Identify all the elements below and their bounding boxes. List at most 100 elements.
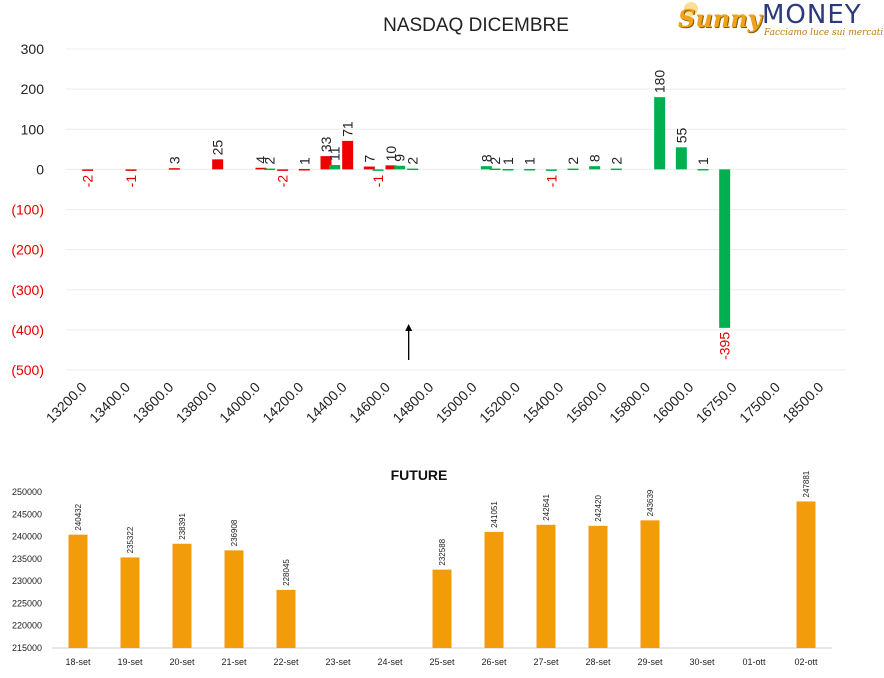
y-tick-label: 235000 bbox=[12, 554, 42, 564]
x-tick-label: 30-set bbox=[689, 657, 715, 667]
data-label: -2 bbox=[80, 175, 96, 188]
bar bbox=[489, 168, 501, 171]
data-label: 2 bbox=[262, 157, 278, 165]
data-label: 2 bbox=[405, 157, 421, 165]
x-tick-label: 15600.0 bbox=[563, 379, 610, 426]
data-label: 242420 bbox=[594, 495, 603, 522]
bar bbox=[172, 543, 192, 648]
data-label: 10 bbox=[383, 146, 399, 162]
y-tick-label: 200 bbox=[21, 81, 45, 97]
data-label: 25 bbox=[210, 140, 226, 156]
bar bbox=[610, 168, 622, 171]
bar bbox=[363, 166, 375, 170]
y-tick-label: 220000 bbox=[12, 621, 42, 631]
x-tick-label: 13800.0 bbox=[173, 379, 220, 426]
bar bbox=[432, 569, 452, 648]
data-label: -395 bbox=[717, 332, 733, 360]
data-label: 8 bbox=[587, 154, 603, 162]
x-tick-label: 14800.0 bbox=[389, 379, 436, 426]
data-label: 7 bbox=[361, 155, 377, 163]
x-tick-label: 02-ott bbox=[794, 657, 818, 667]
x-tick-label: 16000.0 bbox=[649, 379, 696, 426]
data-label: 2 bbox=[487, 157, 503, 165]
bar bbox=[212, 159, 224, 170]
x-tick-label: 14400.0 bbox=[303, 379, 350, 426]
x-tick-label: 14000.0 bbox=[216, 379, 263, 426]
bar bbox=[545, 169, 557, 171]
bar bbox=[320, 156, 332, 170]
data-label: 1 bbox=[500, 157, 516, 165]
future-chart: FUTURE 250000 245000 240000 235000 230000 2250… bbox=[12, 467, 832, 667]
data-label: 240432 bbox=[74, 503, 83, 530]
data-label: 1 bbox=[695, 157, 711, 165]
x-tick-label: 18500.0 bbox=[779, 379, 826, 426]
bar bbox=[277, 169, 289, 171]
x-tick-label: 28-set bbox=[585, 657, 611, 667]
bar bbox=[484, 531, 504, 648]
bar bbox=[298, 168, 310, 171]
bar bbox=[224, 550, 244, 648]
data-label: 2 bbox=[608, 157, 624, 165]
data-label: 235322 bbox=[126, 526, 135, 553]
data-label: 11 bbox=[327, 146, 343, 161]
x-tick-label: 27-set bbox=[533, 657, 559, 667]
bar bbox=[394, 165, 406, 170]
bar bbox=[697, 168, 709, 171]
data-label: -1 bbox=[543, 175, 559, 188]
x-tick-label: 18-set bbox=[65, 657, 91, 667]
data-label: -2 bbox=[275, 175, 291, 188]
bar bbox=[372, 169, 384, 171]
chart-title: NASDAQ DICEMBRE bbox=[383, 15, 569, 36]
bar bbox=[589, 166, 601, 170]
y-tick-label: 100 bbox=[21, 121, 45, 137]
y-tick-label: 240000 bbox=[12, 532, 42, 542]
data-label: 232588 bbox=[438, 538, 447, 565]
sunny-money-logo: Sunny MONEY Facciamo luce sui mercati bbox=[678, 0, 883, 42]
data-label: 180 bbox=[652, 70, 668, 94]
bar bbox=[276, 589, 296, 648]
x-tick-label: 15000.0 bbox=[433, 379, 480, 426]
bar bbox=[654, 97, 666, 170]
bar bbox=[168, 168, 180, 170]
bar bbox=[796, 501, 816, 648]
bar bbox=[640, 520, 660, 648]
data-label: 3 bbox=[166, 156, 182, 164]
data-label: 2 bbox=[565, 157, 581, 165]
bar bbox=[125, 169, 137, 171]
x-tick-label: 15400.0 bbox=[519, 379, 566, 426]
logo-tagline: Facciamo luce sui mercati bbox=[764, 28, 884, 38]
x-tick-label: 24-set bbox=[377, 657, 403, 667]
data-label: 243639 bbox=[646, 489, 655, 516]
sun-icon bbox=[684, 2, 698, 16]
data-label: 242641 bbox=[542, 494, 551, 521]
data-label: 1 bbox=[522, 157, 538, 165]
x-tick-label: 01-ott bbox=[742, 657, 766, 667]
y-tick-label: 300 bbox=[21, 41, 45, 57]
bar bbox=[675, 147, 687, 170]
x-tick-label: 14600.0 bbox=[346, 379, 393, 426]
y-tick-label: 0 bbox=[36, 161, 44, 177]
bar bbox=[536, 524, 556, 648]
x-tick-label: 13200.0 bbox=[43, 379, 90, 426]
y-tick-label: (400) bbox=[11, 322, 44, 338]
logo-word-sunny: Sunny bbox=[678, 4, 762, 33]
chart-title: FUTURE bbox=[391, 467, 448, 483]
bar bbox=[385, 165, 397, 170]
x-tick-label: 13600.0 bbox=[129, 379, 176, 426]
y-tick-label: (300) bbox=[11, 282, 44, 298]
data-label: 1 bbox=[296, 157, 312, 165]
data-label: 236908 bbox=[230, 519, 239, 546]
data-label: -1 bbox=[123, 175, 139, 188]
arrow-up-icon bbox=[405, 324, 413, 331]
x-tick-label: 20-set bbox=[169, 657, 195, 667]
x-tick-label: 29-set bbox=[637, 657, 663, 667]
bar bbox=[342, 140, 354, 170]
y-tick-label: 250000 bbox=[12, 487, 42, 497]
y-tick-label: (500) bbox=[11, 362, 44, 378]
data-label: -1 bbox=[370, 175, 386, 188]
bar bbox=[524, 168, 536, 171]
x-tick-label: 17500.0 bbox=[736, 379, 783, 426]
y-tick-label: 230000 bbox=[12, 576, 42, 586]
bar bbox=[264, 168, 276, 171]
